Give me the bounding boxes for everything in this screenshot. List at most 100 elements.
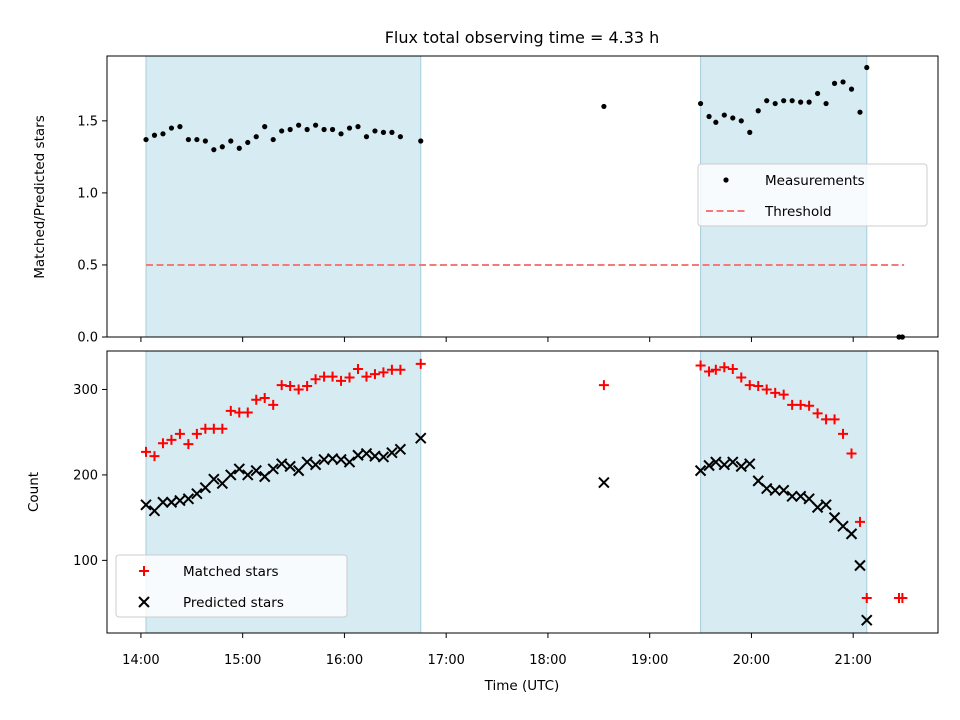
x-tick-label: 21:00 [834,653,871,668]
measurement-point [730,115,736,121]
predicted-star-point [174,494,186,507]
predicted-star-point [703,459,715,472]
legend-label: Threshold [764,204,832,220]
matched-star-point [787,399,798,410]
measurement-point [355,124,361,130]
matched-star-point [302,381,313,392]
matched-star-point [369,369,380,380]
measurement-point [338,131,344,137]
legend-predicted-swatch [138,596,150,608]
measurement-point [219,144,225,150]
predicted-star-point [845,528,858,540]
matched-star-point [821,414,832,425]
predicted-star-point [250,464,262,477]
matched-star-point [344,372,355,383]
x-tick-label: 20:00 [733,653,770,668]
matched-star-point [704,366,715,377]
measurement-point [253,134,259,140]
measurement-point [329,126,336,133]
y-axis-label-count: Count [26,472,42,512]
matched-star-point [361,371,372,382]
measurement-point [312,122,319,128]
measurement-point [848,86,855,92]
x-tick-label: 16:00 [326,653,363,668]
measurement-point [245,139,251,146]
predicted-star-point [191,488,203,500]
predicted-star-point [769,484,781,496]
matched-star-point [795,399,806,410]
y-axis-label-ratio: Matched/Predicted stars [32,115,48,278]
measurement-point [747,129,753,135]
matched-star-point [293,384,304,395]
measurement-point [397,134,403,140]
matched-star-point [200,423,211,434]
measurement-point [304,126,310,133]
predicted-star-point [352,449,364,461]
measurement-point [160,131,166,137]
matched-star-point [386,364,397,375]
axes-frame [106,350,939,634]
legend-measurement-swatch [723,177,729,183]
measurement-point [279,128,285,134]
measurement-point [228,138,234,144]
y-tick-label: 300 [73,383,98,398]
matched-star-point [276,380,287,391]
matched-star-point [395,364,406,375]
legend-box [115,554,348,618]
legend-box [697,163,928,227]
matched-star-point [157,438,168,449]
predicted-star-point [394,443,407,455]
measurement-point [697,100,704,107]
matched-star-point [319,371,330,382]
measurement-point [185,136,192,143]
predicted-star-point [301,456,313,468]
matched-star-point [736,372,747,383]
measurement-point [857,109,863,115]
bottom-panel-count: 100 200 300 14:00 15:00 16:00 17:00 18:00 19:00 2… [73,350,939,668]
matched-star-point [744,380,755,391]
predicted-star-point [360,447,373,460]
measurement-point [601,103,607,110]
legend-matched-swatch [139,566,149,576]
measurement-point [738,118,744,124]
predicted-star-point [727,456,739,468]
axes-frame [106,55,939,338]
predicted-star-point [216,477,229,490]
matched-star-point [861,592,872,603]
matched-star-point [778,389,789,400]
y-tick-label: 1.0 [77,186,98,201]
measurement-point [194,136,200,143]
matched-star-point [191,428,202,439]
matched-star-point [719,362,730,373]
predicted-star-point [148,505,161,517]
matched-star-point [378,367,389,378]
predicted-star-point [233,463,245,475]
measurement-point [151,132,158,138]
matched-star-point [217,423,228,434]
measurement-point [781,98,787,104]
predicted-star-point [786,490,798,502]
measurement-point [721,112,727,118]
y-tick-label: 1.5 [77,114,98,129]
predicted-star-point [343,456,356,468]
x-tick-label: 14:00 [122,653,159,668]
matched-star-point [251,394,262,405]
measurement-point [755,108,761,114]
matched-star-point [242,407,253,418]
matched-star-point [352,363,363,374]
matched-star-point [183,439,194,450]
matched-star-point [268,399,279,410]
measurement-point [372,128,378,134]
y-tick-label: 0.0 [77,331,98,346]
matched-star-point [753,381,764,392]
predicted-star-point [761,482,773,495]
measurement-point [831,80,838,86]
predicted-star-point [811,501,824,514]
measurement-point [287,126,293,133]
predicted-star-point [199,482,212,494]
y-tick-label: 200 [73,468,98,483]
predicted-star-point [803,493,815,505]
x-tick-label: 15:00 [224,653,261,668]
x-tick-label: 17:00 [427,653,464,668]
measurement-point [789,98,795,104]
